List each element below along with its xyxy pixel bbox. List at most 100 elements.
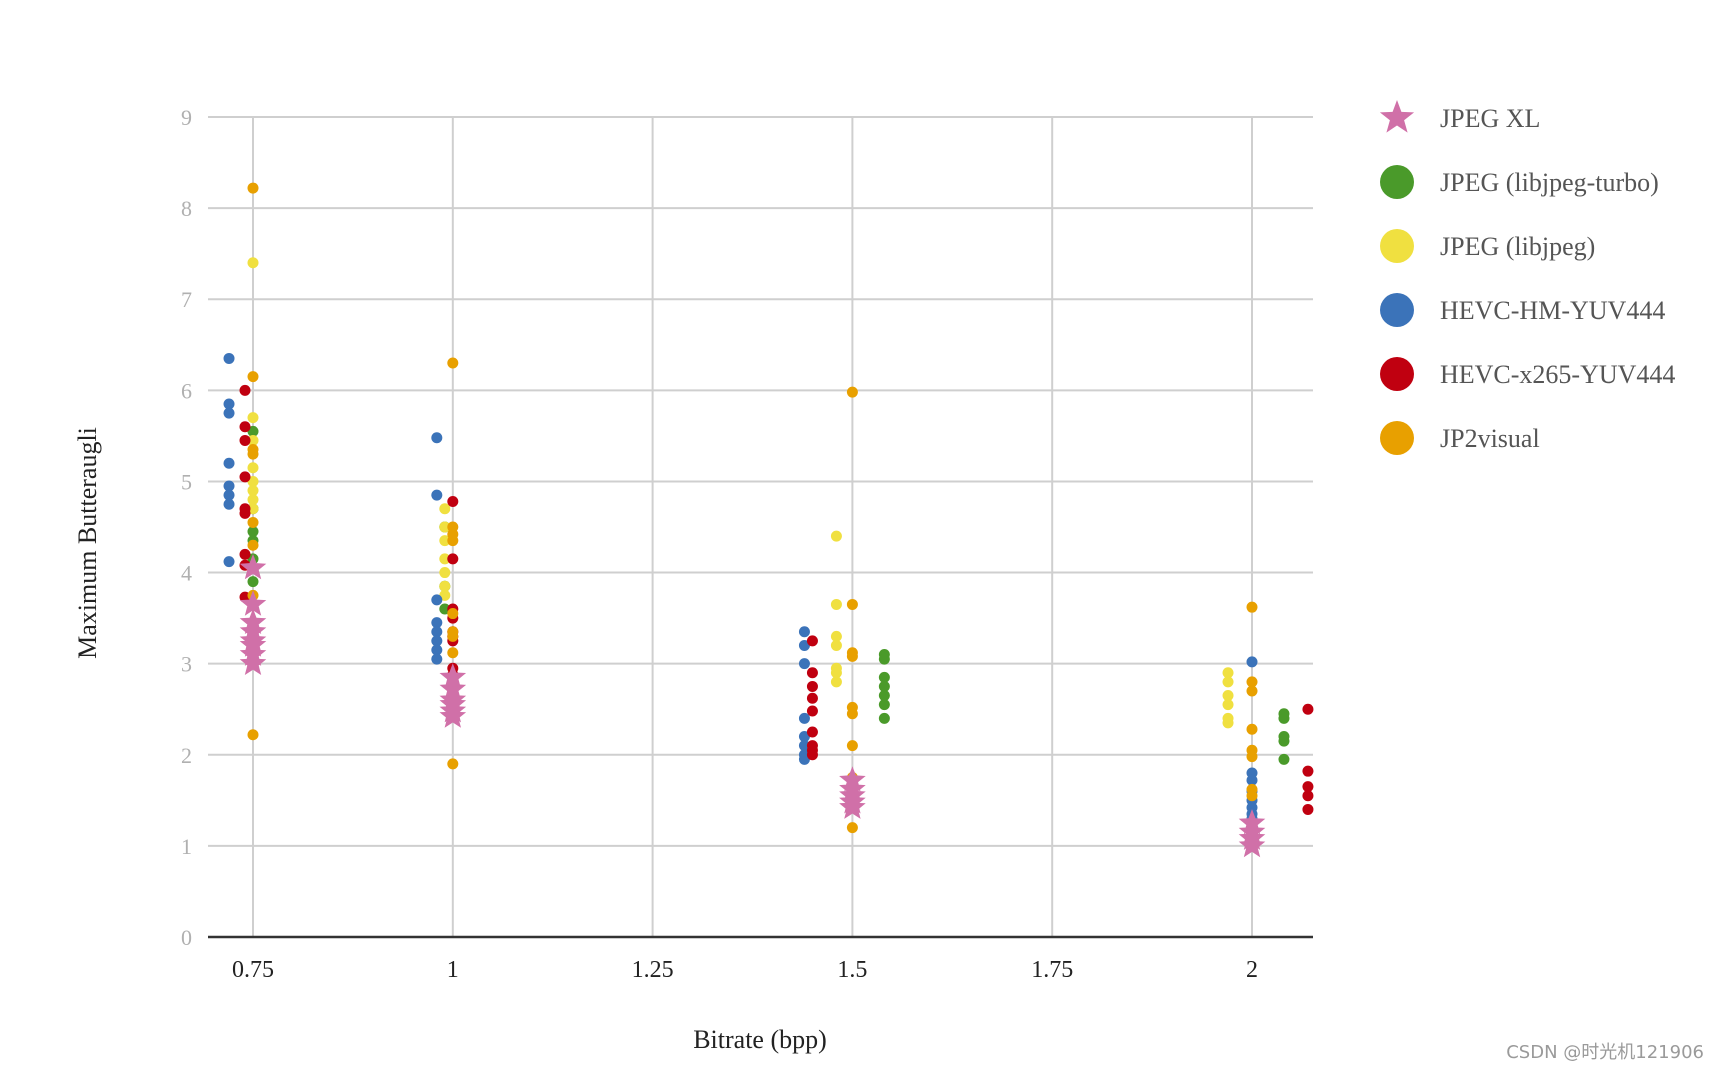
data-point	[806, 726, 818, 738]
data-point	[1246, 676, 1258, 688]
data-point	[798, 731, 810, 743]
legend-label: JPEG (libjpeg-turbo)	[1440, 168, 1659, 197]
data-point	[447, 535, 459, 547]
data-point	[878, 699, 890, 711]
data-point	[878, 712, 890, 724]
data-point	[830, 667, 842, 679]
data-point	[223, 398, 235, 410]
data-point-star	[839, 793, 866, 819]
data-point	[223, 498, 235, 510]
data-point	[1246, 723, 1258, 735]
x-tick-label: 1.75	[1031, 957, 1073, 983]
data-point	[1302, 803, 1314, 815]
data-point	[806, 692, 818, 704]
data-point	[447, 553, 459, 565]
data-point	[878, 680, 890, 692]
legend-label: JP2visual	[1440, 424, 1540, 453]
data-point	[439, 521, 451, 533]
data-point	[846, 598, 858, 610]
data-point	[1222, 717, 1234, 729]
data-point	[1246, 790, 1258, 802]
data-point	[431, 644, 443, 656]
y-tick-label: 4	[181, 561, 192, 586]
x-tick-label: 1	[447, 957, 459, 983]
data-point	[447, 608, 459, 620]
data-point	[439, 603, 451, 615]
y-tick-label: 1	[181, 834, 192, 859]
data-point	[439, 580, 451, 592]
legend-label: HEVC-HM-YUV444	[1440, 296, 1665, 325]
legend-item: HEVC-HM-YUV444	[1380, 293, 1665, 327]
data-point	[1246, 685, 1258, 697]
data-point	[447, 495, 459, 507]
data-point	[247, 494, 259, 506]
data-point	[239, 421, 251, 433]
data-point	[1302, 790, 1314, 802]
legend-item: JP2visual	[1380, 421, 1540, 455]
data-point	[830, 630, 842, 642]
data-point-star	[239, 649, 267, 675]
data-point	[247, 729, 259, 741]
data-point	[806, 749, 818, 761]
series-jpeg-libjpeg	[247, 257, 1234, 729]
y-tick-label: 9	[181, 105, 192, 130]
series-hevc-hm-yuv444	[223, 352, 1258, 825]
axes: Bitrate (bpp) Maximum Butteraugli 0 1 2 3 4 5…	[73, 105, 1313, 1054]
data-point	[239, 507, 251, 519]
legend-item: JPEG XL	[1379, 100, 1540, 133]
data-point	[247, 539, 259, 551]
data-point	[830, 530, 842, 542]
data-point	[431, 432, 443, 444]
y-tick-label: 6	[181, 378, 192, 403]
data-point	[223, 352, 235, 364]
data-point	[846, 822, 858, 834]
data-point	[806, 667, 818, 679]
data-point	[239, 471, 251, 483]
data-point	[247, 516, 259, 528]
y-tick-label: 7	[181, 287, 192, 312]
data-point	[247, 576, 259, 588]
data-point	[247, 503, 259, 515]
data-point	[439, 589, 451, 601]
y-tick-label: 8	[181, 196, 192, 221]
data-point	[247, 462, 259, 474]
data-point	[223, 489, 235, 501]
data-point	[1246, 751, 1258, 763]
watermark: CSDN @时光机121906	[1506, 1042, 1704, 1063]
series-hevc-x265-yuv444	[239, 384, 1314, 815]
data-point	[239, 434, 251, 446]
data-point	[830, 639, 842, 651]
data-point	[1278, 735, 1290, 747]
data-point	[439, 567, 451, 579]
data-point	[431, 626, 443, 638]
data-point	[830, 598, 842, 610]
data-point	[1246, 774, 1258, 786]
data-point	[1302, 703, 1314, 715]
data-point	[239, 548, 251, 560]
data-points	[223, 182, 1314, 858]
data-point	[247, 257, 259, 269]
data-point	[806, 705, 818, 717]
legend-star-icon	[1379, 100, 1415, 133]
data-point	[830, 676, 842, 688]
data-point	[806, 635, 818, 647]
data-point	[878, 690, 890, 702]
data-point	[247, 526, 259, 538]
data-point	[223, 457, 235, 469]
data-point-star	[239, 590, 267, 616]
x-tick-label: 1.25	[632, 957, 674, 983]
legend-circle-icon	[1380, 421, 1414, 455]
data-point	[247, 371, 259, 383]
y-tick-label: 3	[181, 652, 192, 677]
data-point	[798, 712, 810, 724]
legend-circle-icon	[1380, 357, 1414, 391]
data-point	[447, 647, 459, 659]
data-point-star	[239, 554, 267, 580]
data-point	[223, 556, 235, 568]
data-point	[798, 626, 810, 638]
data-point	[247, 412, 259, 424]
data-point-star	[439, 702, 467, 728]
y-axis-title: Maximum Butteraugli	[73, 427, 102, 659]
data-point	[846, 708, 858, 720]
